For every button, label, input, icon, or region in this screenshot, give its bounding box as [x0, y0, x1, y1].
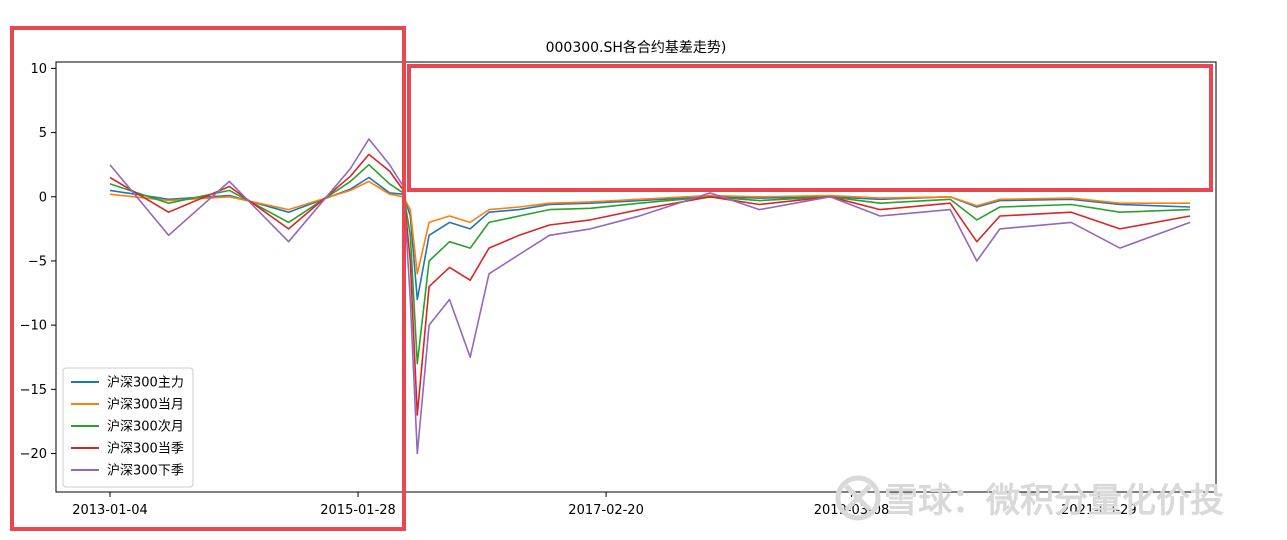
- y-axis: 10 5 0 −5 −10 −15 −20: [20, 62, 56, 462]
- y-tick-label: −5: [28, 254, 47, 269]
- y-tick-label: −15: [20, 383, 47, 398]
- highlight-box-left: [10, 26, 406, 531]
- series-line-2: [109, 163, 1191, 365]
- x-tick-label: 2013-01-04: [72, 503, 148, 518]
- y-tick-label: 0: [39, 190, 47, 205]
- watermark: 雪球：微积分量化价投: [835, 475, 1224, 521]
- legend-label: 沪深300次月: [107, 419, 184, 435]
- legend-label: 沪深300主力: [107, 375, 184, 391]
- y-tick-label: 10: [30, 62, 47, 77]
- legend-label: 沪深300下季: [107, 463, 184, 479]
- y-tick-label: −10: [20, 319, 47, 334]
- series-line-4: [109, 138, 1191, 455]
- x-tick-label: 2021-03-29: [1061, 503, 1137, 518]
- y-tick-label: −20: [20, 447, 47, 462]
- highlight-box-right: [407, 64, 1213, 192]
- x-axis: 2013-01-04 2015-01-28 2017-02-20 2019-03-08…: [72, 492, 1137, 518]
- series-line-3: [109, 153, 1191, 416]
- series-line-1: [109, 180, 1190, 275]
- y-tick-label: 5: [39, 126, 47, 141]
- x-tick-label: 2017-02-20: [568, 503, 644, 518]
- snowball-logo-icon: [835, 475, 881, 521]
- legend-box: [62, 367, 194, 488]
- watermark-text: 雪球：微积分量化价投: [884, 481, 1224, 521]
- plot-lines: [109, 138, 1191, 455]
- plot-frame: [55, 61, 1217, 493]
- x-tick-label: 2015-01-28: [320, 503, 396, 518]
- legend-label: 沪深300当月: [107, 397, 184, 413]
- legend-label: 沪深300当季: [107, 441, 184, 457]
- chart-title: 000300.SH各合约基差走势): [546, 39, 727, 56]
